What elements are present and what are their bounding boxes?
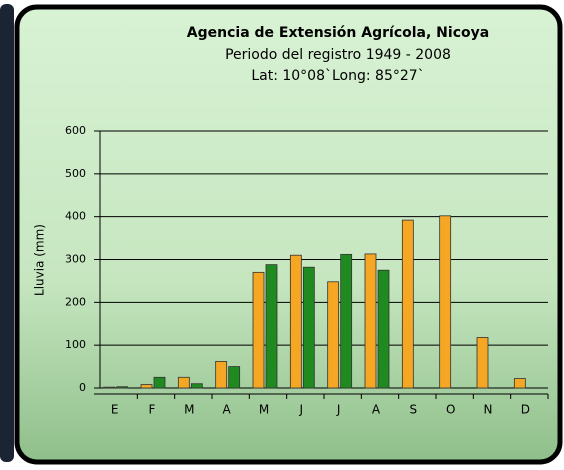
x-tick-label: J bbox=[299, 403, 304, 417]
bar bbox=[302, 266, 315, 389]
bar bbox=[364, 253, 377, 389]
x-tick-label: D bbox=[521, 403, 530, 417]
x-tick-label: J bbox=[336, 403, 341, 417]
x-tick-label: M bbox=[184, 403, 194, 417]
bar bbox=[153, 376, 166, 389]
bar bbox=[340, 253, 353, 389]
side-panel bbox=[0, 4, 14, 462]
y-tick-label: 600 bbox=[65, 124, 86, 137]
chart-frame bbox=[14, 4, 563, 465]
y-tick-label: 400 bbox=[65, 210, 86, 223]
bar bbox=[265, 264, 278, 389]
y-tick-label: 500 bbox=[65, 167, 86, 180]
y-tick-label: 300 bbox=[65, 253, 86, 266]
x-tick-label: S bbox=[410, 403, 418, 417]
chart-location: Lat: 10°08`Long: 85°27` bbox=[251, 68, 424, 84]
bar bbox=[401, 219, 414, 389]
x-tick-label: O bbox=[446, 403, 455, 417]
bar bbox=[116, 386, 129, 389]
chart-title: Agencia de Extensión Agrícola, Nicoya bbox=[187, 25, 489, 41]
bar bbox=[140, 384, 153, 389]
x-tick-label: A bbox=[372, 403, 381, 417]
x-tick-label: M bbox=[259, 403, 269, 417]
y-tick-label: 100 bbox=[65, 338, 86, 351]
x-tick-label: F bbox=[149, 403, 156, 417]
bar bbox=[252, 271, 265, 389]
bar bbox=[377, 269, 390, 389]
x-tick-label: A bbox=[223, 403, 232, 417]
bar bbox=[103, 386, 116, 389]
x-tick-label: N bbox=[484, 403, 493, 417]
chart-subtitle: Periodo del registro 1949 - 2008 bbox=[225, 47, 451, 63]
bar bbox=[177, 376, 190, 389]
bar bbox=[476, 337, 489, 389]
y-tick-label: 0 bbox=[79, 381, 86, 394]
bar bbox=[289, 254, 302, 389]
y-tick-label: 200 bbox=[65, 295, 86, 308]
bar bbox=[190, 383, 203, 389]
bar bbox=[228, 366, 241, 389]
bar bbox=[439, 215, 452, 389]
x-tick-label: E bbox=[111, 403, 119, 417]
y-axis-label: Lluvia (mm) bbox=[33, 224, 47, 296]
bar bbox=[513, 378, 526, 389]
bar bbox=[215, 361, 228, 389]
bar bbox=[327, 281, 340, 389]
